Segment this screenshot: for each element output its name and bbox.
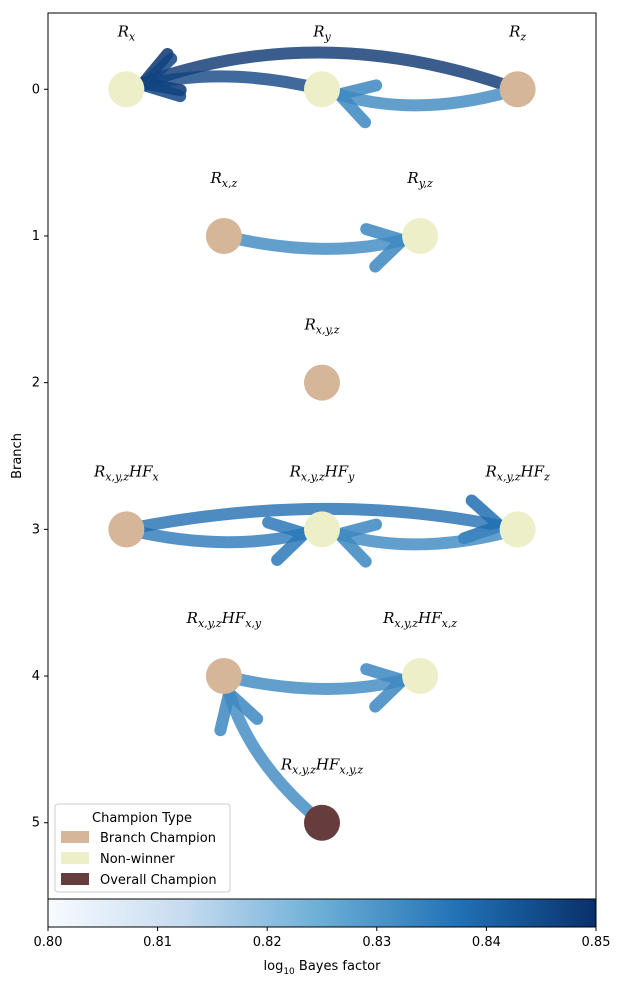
legend-box [54, 803, 231, 893]
legend-swatch [61, 873, 89, 885]
legend-item-label: Non-winner [100, 852, 175, 867]
node-label-Rxyz: Rx,y,z [303, 316, 339, 337]
node-label-RHFxyz: Rx,y,zHFx,y,z [280, 756, 363, 777]
edge-line [137, 70, 328, 96]
labels-layer: Rx Ry Rz Rx,z Ry,z Rx,y,z Rx,y,zHFx Rx,y,zHFy Rx… [93, 22, 550, 776]
legend-item-label: Branch Champion [100, 831, 216, 846]
edge-line [120, 523, 311, 549]
edges-layer [120, 46, 524, 829]
node-label-RHFxz: Rx,y,zHFx,z [382, 609, 457, 630]
colorbar-axis: 0.80 0.81 0.82 0.83 0.84 0.85 [34, 927, 611, 950]
node-Rxyz [304, 364, 340, 401]
edge-line [120, 502, 506, 536]
y-tick-label: 0 [32, 82, 40, 97]
node-RHFxz [402, 658, 439, 695]
edge-Ry-Rx [137, 52, 328, 103]
node-label-Rxz: Rx,z [210, 169, 238, 190]
node-label-RHFz: Rx,y,zHFz [484, 462, 550, 483]
edge-Rz-Ry [333, 79, 524, 129]
node-Ry [304, 71, 340, 108]
edge-arrowhead [333, 79, 383, 129]
y-tick-label: 3 [32, 522, 40, 537]
node-RHFy [304, 511, 340, 548]
edge-arrowhead [137, 52, 187, 103]
node-RHFz [499, 511, 536, 548]
y-tick-label: 4 [32, 669, 40, 684]
edge-Rxz-Ryz [217, 223, 409, 273]
edge-arrowhead [360, 223, 409, 273]
edge-line [137, 46, 524, 96]
node-label-Ry: Ry [312, 22, 331, 43]
legend-item-label: Overall Champion [100, 873, 217, 888]
node-label-RHFxy: Rx,y,zHFx,y [186, 609, 262, 630]
node-Rz [499, 71, 536, 108]
colorbar [47, 898, 597, 928]
colorbar-tick-label: 0.84 [472, 935, 501, 950]
colorbar-label-rest: Bayes factor [295, 959, 381, 974]
edge-line [217, 670, 409, 695]
edge-line [223, 687, 328, 829]
colorbar-label-main: log [264, 959, 284, 974]
node-label-RHFx: Rx,y,zHFx [93, 462, 160, 483]
node-label-Rx: Rx [117, 22, 136, 43]
node-Rx [108, 71, 145, 108]
colorbar-tick-label: 0.82 [253, 935, 282, 950]
edge-arrowhead [360, 663, 409, 713]
node-label-RHFy: Rx,y,zHFy [289, 462, 356, 483]
legend-title: Champion Type [92, 811, 192, 826]
y-tick-label: 1 [32, 229, 40, 244]
edge-RHFxy-RHFxz [217, 663, 409, 713]
colorbar-label-sub: 10 [283, 967, 295, 977]
legend-swatch [61, 852, 89, 864]
edge-RHFxyz-RHFxy [214, 687, 328, 829]
node-RHFxy [205, 658, 242, 695]
node-RHFx [108, 511, 145, 548]
colorbar-tick-label: 0.81 [143, 935, 172, 950]
edge-line [333, 83, 524, 112]
y-axis: 0 1 2 3 4 5 [32, 82, 48, 831]
node-Rxz [205, 217, 242, 254]
colorbar-label: log10 Bayes factor [264, 959, 382, 977]
edge-line [333, 523, 524, 551]
legend: Champion Type Branch Champion Non-winner O… [54, 803, 231, 893]
node-label-Ryz: Ry,z [406, 169, 433, 190]
legend-swatch [61, 831, 89, 843]
nodes-layer [108, 71, 536, 841]
y-tick-label: 2 [32, 376, 40, 391]
node-label-Rz: Rz [508, 22, 526, 43]
edge-line [217, 229, 409, 255]
y-tick-label: 5 [32, 816, 40, 831]
colorbar-tick-label: 0.80 [34, 935, 63, 950]
node-RHFxyz [304, 804, 340, 841]
colorbar-tick-label: 0.83 [362, 935, 391, 950]
edge-RHFz-RHFy [333, 518, 524, 568]
colorbar-tick-label: 0.85 [582, 935, 611, 950]
y-axis-label: Branch [10, 433, 25, 479]
node-Ryz [402, 217, 439, 254]
